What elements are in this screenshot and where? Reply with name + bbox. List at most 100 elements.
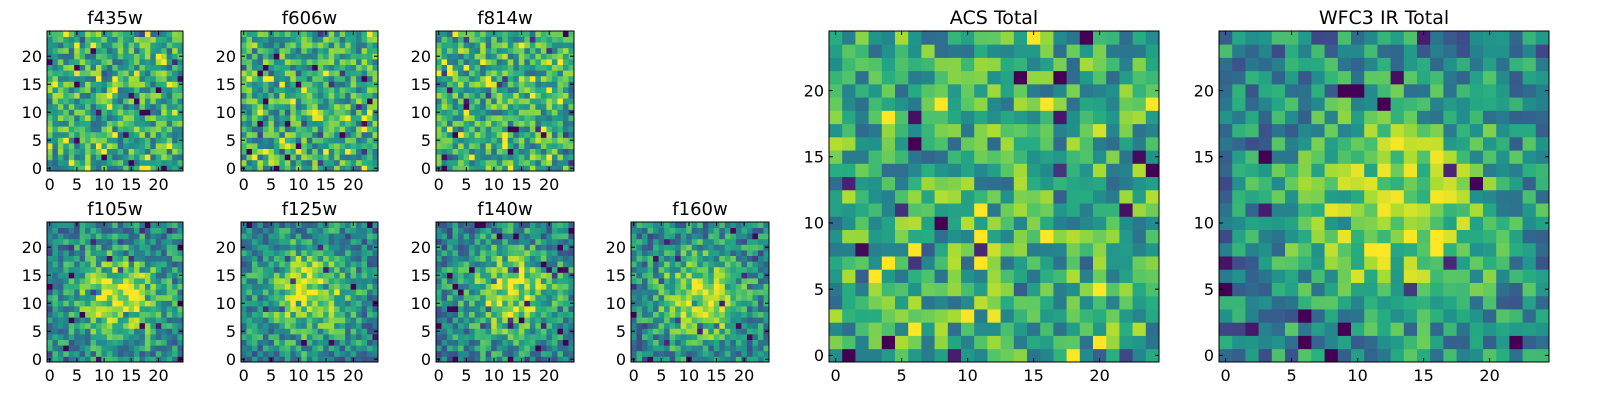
heatmap-cell (246, 53, 253, 60)
heatmap-cell (273, 165, 280, 172)
heatmap-cell (52, 87, 59, 93)
heatmap-cell (241, 103, 247, 110)
heatmap-cell (356, 250, 362, 256)
heatmap-cell (317, 328, 324, 335)
heatmap-cell (502, 233, 509, 240)
heatmap-cell (653, 317, 659, 324)
heatmap-cell (74, 131, 81, 138)
axes-frame (240, 30, 379, 172)
heatmap-cell (513, 59, 520, 65)
heatmap-cell (921, 242, 935, 257)
heatmap-cell (529, 148, 536, 155)
heatmap-cell (934, 309, 949, 323)
heatmap-cell (502, 345, 509, 352)
heatmap-cell (730, 306, 737, 312)
heatmap-cell (469, 339, 476, 346)
heatmap-cell (708, 317, 715, 324)
heatmap-cell (47, 350, 53, 357)
heatmap-cell (908, 150, 922, 164)
heatmap-cell (112, 159, 119, 166)
heatmap-cell (172, 159, 178, 166)
heatmap-cell (1013, 322, 1028, 336)
heatmap-cell (452, 47, 459, 54)
heatmap-cell (934, 216, 949, 230)
heatmap-cell (262, 81, 269, 88)
heatmap-cell (85, 255, 91, 262)
heatmap-cell (480, 311, 487, 318)
heatmap-cell (855, 269, 869, 283)
heatmap-cell (79, 92, 86, 99)
heatmap-cell (134, 238, 140, 245)
heatmap-cell (246, 42, 253, 49)
heatmap-cell (458, 311, 464, 318)
heatmap-cell (631, 294, 637, 301)
heatmap-cell (90, 143, 97, 149)
heatmap-cell (757, 356, 764, 363)
heatmap-cell (85, 227, 91, 234)
heatmap-cell (491, 81, 498, 88)
heatmap-cell (47, 283, 53, 290)
heatmap-cell (312, 154, 319, 161)
heatmap-cell (361, 159, 368, 166)
heatmap-cell (139, 165, 146, 172)
heatmap-cell (540, 103, 547, 110)
heatmap-cell (524, 250, 531, 256)
heatmap-cell (921, 150, 935, 164)
heatmap-cell (631, 261, 637, 268)
heatmap-cell (469, 36, 476, 43)
heatmap-cell (284, 81, 291, 88)
heatmap-cell (317, 233, 324, 240)
heatmap-cell (284, 98, 291, 105)
heatmap-cell (123, 126, 129, 133)
heatmap-cell (763, 238, 770, 245)
heatmap-cell (1066, 163, 1081, 178)
heatmap-cell (52, 53, 59, 60)
heatmap-cell (290, 70, 297, 77)
heatmap-cell (642, 283, 648, 290)
heatmap-cell (496, 289, 503, 296)
heatmap-cell (675, 334, 682, 340)
heatmap-cell (334, 131, 341, 138)
heatmap-cell (317, 356, 324, 363)
heatmap-cell (441, 278, 448, 284)
heatmap-cell (947, 229, 962, 244)
heatmap-cell (57, 294, 64, 301)
heatmap-cell (485, 250, 492, 256)
heatmap-cell (251, 53, 258, 60)
heatmap-cell (1000, 176, 1015, 191)
heatmap-cell (658, 345, 665, 352)
heatmap-cell (557, 350, 564, 357)
heatmap-cell (551, 165, 558, 172)
heatmap-cell (268, 131, 275, 138)
heatmap-cell (463, 87, 470, 93)
heatmap-cell (367, 317, 373, 324)
heatmap-cell (328, 47, 335, 54)
heatmap-cell (546, 261, 553, 268)
heatmap-cell (155, 311, 162, 318)
heatmap-cell (106, 47, 113, 54)
heatmap-cell (150, 75, 157, 82)
heatmap-cell (697, 289, 704, 296)
heatmap-cell (1040, 348, 1054, 363)
heatmap-cell (47, 42, 53, 49)
heatmap-cell (246, 165, 253, 172)
heatmap-cell (447, 334, 453, 340)
heatmap-cell (540, 255, 547, 262)
heatmap-cell (961, 335, 975, 350)
heatmap-cell (241, 306, 247, 312)
heatmap-cell (251, 120, 258, 127)
heatmap-cell (63, 31, 70, 37)
heatmap-cell (518, 306, 525, 312)
heatmap-cell (361, 137, 368, 144)
heatmap-cell (741, 227, 748, 234)
heatmap-cell (367, 244, 373, 251)
heatmap-cell (724, 261, 731, 268)
heatmap-cell (68, 328, 75, 335)
heatmap-cell (934, 282, 949, 297)
heatmap-cell (356, 227, 362, 234)
heatmap-cell (1145, 282, 1160, 297)
heatmap-cell (447, 154, 453, 161)
heatmap-cell (441, 250, 448, 256)
heatmap-cell (134, 266, 140, 273)
heatmap-cell (134, 261, 140, 268)
